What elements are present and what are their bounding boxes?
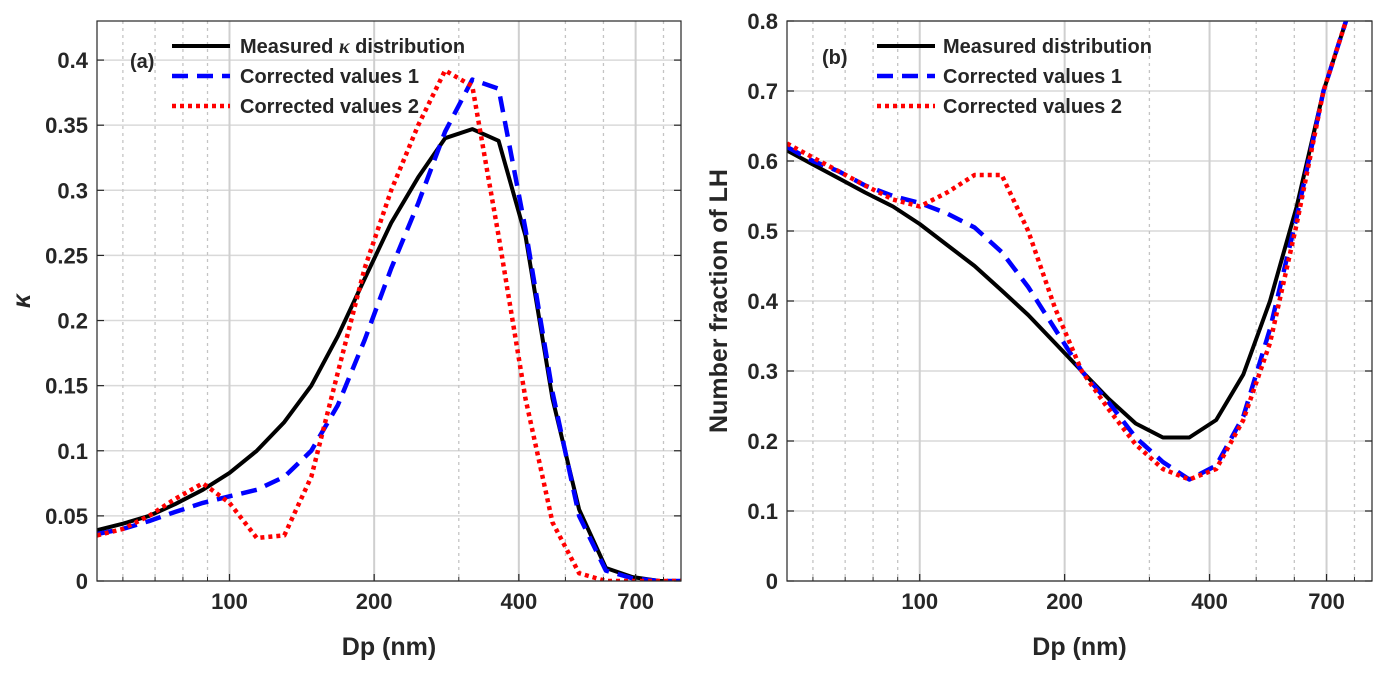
panel-b-ytick-label: 0 (766, 569, 778, 594)
panel-b-legend: Measured distribution Corrected values 1… (877, 36, 1152, 118)
panel-a-chart: 0 0.05 0.1 0.15 0.2 0.25 0.3 0.35 0.4 100 200 400 70… (8, 20, 682, 661)
legend-a-measured-prefix: Measured (240, 36, 339, 58)
panel-b-ytick-label: 0.1 (747, 499, 778, 524)
panel-a-xtick-label: 400 (500, 589, 537, 614)
panel-a-xtick-label: 200 (356, 589, 393, 614)
panel-a-ytick-label: 0 (76, 569, 88, 594)
panel-a-frame (96, 20, 682, 582)
panel-b-ytick-label: 0.7 (747, 79, 778, 104)
panel-b-ytick-label: 0.2 (747, 429, 778, 454)
panel-b-series-corrected-values-2 (787, 21, 1349, 482)
panel-b-series-measured-distribution (787, 21, 1349, 440)
panel-b-xtick-label: 100 (901, 589, 938, 614)
panel-b-xtick-label: 700 (1308, 589, 1345, 614)
panel-b-ytick-label: 0.3 (747, 359, 778, 384)
panel-b-ytick-label: 0.4 (747, 289, 778, 314)
panel-a-ytick-label: 0.4 (57, 48, 88, 73)
panel-b-ytick-label: 0.8 (747, 9, 778, 34)
panel-a-ytick-label: 0.1 (57, 439, 88, 464)
legend-b-label-corrected-2: Corrected values 2 (943, 96, 1122, 118)
panel-a-grid (97, 21, 681, 582)
panel-a-label: (a) (130, 51, 154, 73)
legend-a-kappa-symbol: κ (339, 36, 350, 58)
legend-b-label-measured: Measured distribution (943, 36, 1152, 58)
panel-a-series-corrected-values-2 (97, 68, 681, 581)
panel-a-x-axis-label: Dp (nm) (342, 633, 436, 661)
panel-a-y-axis-label: κ (8, 292, 36, 308)
legend-b-label-corrected-1: Corrected values 1 (943, 66, 1122, 88)
panel-b-ticks: 0 0.1 0.2 0.3 0.4 0.5 0.6 0.7 0.8 100 200 400 700 (747, 9, 1372, 614)
legend-a-label-corrected-2: Corrected values 2 (240, 96, 419, 118)
legend-a-label-corrected-1: Corrected values 1 (240, 66, 419, 88)
panel-b-ytick-label: 0.6 (747, 149, 778, 174)
panel-a-ytick-label: 0.15 (45, 374, 88, 399)
panel-a-xtick-label: 700 (617, 589, 654, 614)
panel-b-series (787, 21, 1349, 482)
panel-a-ytick-label: 0.35 (45, 113, 88, 138)
panel-b-chart: 0 0.1 0.2 0.3 0.4 0.5 0.6 0.7 0.8 100 200 400 700 Dp… (705, 9, 1373, 661)
panel-a-legend: Measured κ distribution Corrected values… (172, 36, 465, 118)
panel-b-series-corrected-values-1 (787, 21, 1349, 482)
panel-a-ytick-label: 0.25 (45, 243, 88, 268)
panel-b-label: (b) (822, 47, 848, 69)
panel-b-xtick-label: 400 (1191, 589, 1228, 614)
panel-a-series-corrected-values-1 (97, 77, 681, 581)
panel-a-ytick-label: 0.05 (45, 504, 88, 529)
panel-a-series-measured-distribution (97, 127, 681, 581)
panel-b-xtick-label: 200 (1046, 589, 1083, 614)
legend-a-measured-suffix: distribution (350, 36, 466, 58)
panel-a-ytick-label: 0.3 (57, 178, 88, 203)
panel-b-y-axis-label: Number fraction of LH (705, 169, 733, 433)
panel-a-series (97, 68, 681, 581)
panel-a-ytick-label: 0.2 (57, 309, 88, 334)
panel-b-ytick-label: 0.5 (747, 219, 778, 244)
legend-a-label-measured: Measured κ distribution (240, 36, 465, 58)
panel-a-ticks: 0 0.05 0.1 0.15 0.2 0.25 0.3 0.35 0.4 100 200 400 70… (45, 48, 681, 614)
panel-b-x-axis-label: Dp (nm) (1032, 633, 1126, 661)
panel-a-xtick-label: 100 (211, 589, 248, 614)
